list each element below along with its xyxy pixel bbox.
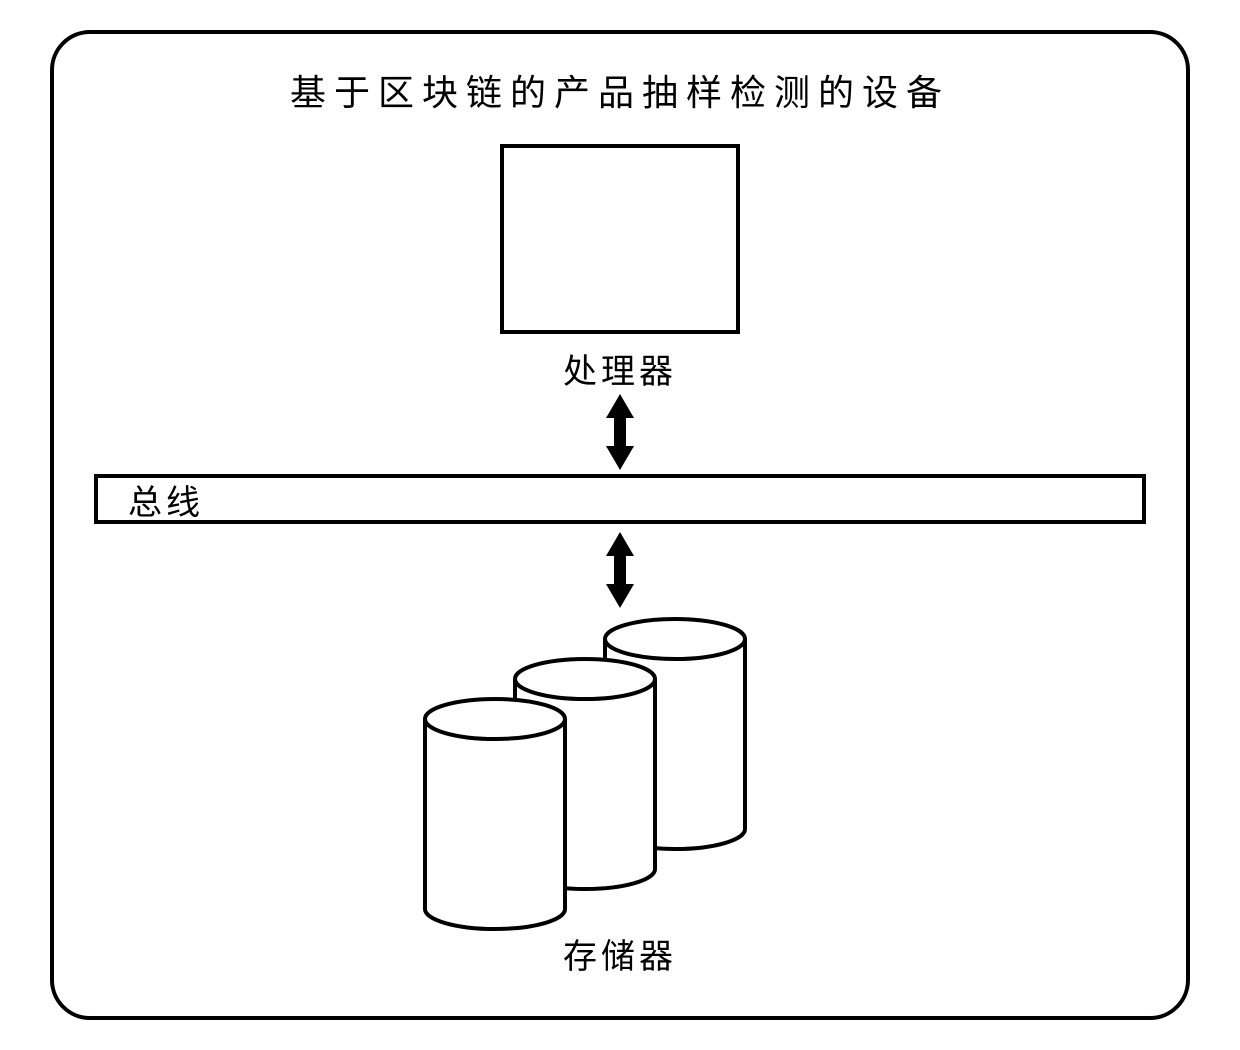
processor-box (500, 144, 740, 334)
bus-label: 总线 (128, 475, 204, 524)
storage-cylinders (420, 614, 820, 914)
processor-label: 处理器 (54, 344, 1186, 393)
cylinder-icon (420, 694, 570, 939)
diagram-title: 基于区块链的产品抽样检测的设备 (54, 64, 1186, 116)
bus-bar: 总线 (94, 474, 1146, 524)
arrow-icon (602, 394, 638, 475)
storage-label: 存储器 (54, 929, 1186, 978)
diagram-frame: 基于区块链的产品抽样检测的设备 处理器 总线 (50, 30, 1190, 1020)
arrow-icon (602, 532, 638, 613)
